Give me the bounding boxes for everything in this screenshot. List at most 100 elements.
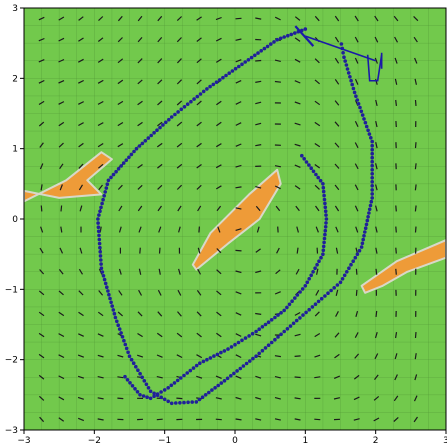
field-arrow (296, 247, 299, 254)
y-tick-label: 1 (12, 145, 18, 155)
field-arrow (395, 332, 398, 339)
field-arrow (414, 142, 417, 149)
trajectory-dot (225, 376, 230, 381)
trajectory-dot (289, 32, 294, 37)
field-arrow (335, 311, 339, 317)
trajectory-dot (110, 304, 114, 308)
trajectory-dot (370, 188, 375, 192)
field-arrow (334, 205, 340, 212)
trajectory-dot (346, 71, 351, 75)
trajectory-dot (96, 225, 101, 229)
trajectory-dot (215, 352, 220, 357)
trajectory-dot (166, 399, 170, 404)
trajectory-dot (159, 390, 163, 394)
field-arrow (235, 249, 242, 252)
field-arrow (196, 121, 202, 127)
field-arrow (176, 163, 183, 169)
field-arrow (235, 291, 242, 295)
x-tick-label: −2 (88, 436, 101, 444)
trajectory-dot (351, 86, 356, 91)
trajectory-dot (173, 112, 177, 117)
trajectory-dot (370, 172, 375, 176)
trajectory-dot (99, 262, 103, 266)
field-arrow (394, 78, 398, 85)
trajectory-dot (130, 384, 135, 388)
trajectory-dot (365, 218, 370, 223)
field-arrow (294, 37, 301, 42)
trajectory-dot (323, 232, 327, 237)
trajectory-dot (321, 244, 326, 249)
trajectory-dot (300, 287, 305, 291)
field-arrow (235, 207, 242, 210)
field-arrow (235, 164, 242, 168)
field-arrow (58, 354, 65, 359)
field-arrow (156, 332, 163, 338)
field-arrow (274, 291, 281, 295)
field-arrow (59, 163, 64, 170)
trajectory-dot (322, 240, 326, 245)
field-arrow (235, 312, 242, 316)
trajectory-dot (243, 336, 248, 340)
trajectory-dot (148, 396, 153, 401)
trajectory-dot (351, 259, 356, 264)
field-arrow (255, 186, 262, 189)
field-arrow (334, 142, 340, 148)
trajectory-dot (178, 401, 182, 405)
field-arrow (78, 311, 84, 317)
field-arrow (117, 311, 123, 317)
field-arrow (216, 332, 222, 338)
field-arrow (276, 247, 280, 254)
trajectory-dot (276, 313, 280, 317)
y-tick-label: 3 (12, 4, 18, 14)
field-arrow (374, 353, 379, 360)
field-arrow (394, 36, 399, 43)
x-tick-label: 3 (443, 436, 447, 444)
trajectory-dot (208, 356, 213, 360)
trajectory-dot (197, 397, 202, 402)
field-arrow (314, 58, 320, 64)
field-arrow (117, 184, 123, 190)
field-arrow (38, 395, 45, 401)
trajectory-dot (182, 400, 186, 405)
field-arrow (78, 290, 84, 296)
field-arrow (78, 333, 84, 337)
trajectory-dot (191, 366, 196, 370)
trajectory-dot (304, 160, 309, 164)
trajectory-dot (97, 233, 101, 238)
field-arrow (197, 205, 202, 212)
trajectory-dot (260, 348, 265, 353)
trajectory-dot (98, 245, 102, 250)
field-arrow (118, 226, 122, 233)
field-arrow (235, 375, 242, 379)
trajectory-dot (322, 193, 326, 198)
field-arrow (176, 100, 183, 106)
trajectory-dot (212, 354, 216, 358)
field-arrow (60, 226, 63, 233)
trajectory-dot (235, 369, 239, 373)
field-arrow (414, 332, 417, 339)
field-arrow (353, 374, 360, 380)
trajectory-dot (243, 60, 247, 64)
trajectory-dot (149, 133, 153, 138)
field-arrow (39, 269, 45, 275)
trajectory-dot (324, 217, 329, 221)
field-arrow (58, 375, 65, 380)
trajectory-dot (322, 197, 327, 202)
trajectory-dot (217, 78, 222, 82)
trajectory-dot (343, 59, 348, 63)
trajectory-dot (353, 255, 358, 260)
field-arrow (176, 58, 182, 64)
trajectory-dot (359, 245, 364, 249)
trajectory-dot (167, 117, 171, 122)
trajectory-dot (161, 123, 165, 127)
field-arrow (215, 375, 222, 379)
y-tick-label: −1 (5, 285, 18, 295)
field-arrow (235, 143, 242, 147)
trajectory-dot (324, 213, 328, 217)
field-arrow (255, 101, 262, 105)
trajectory-dot (205, 87, 209, 91)
field-arrow (255, 144, 262, 147)
trajectory-dot (303, 27, 308, 31)
trajectory-dot (286, 33, 290, 38)
trajectory-dot (300, 153, 304, 158)
